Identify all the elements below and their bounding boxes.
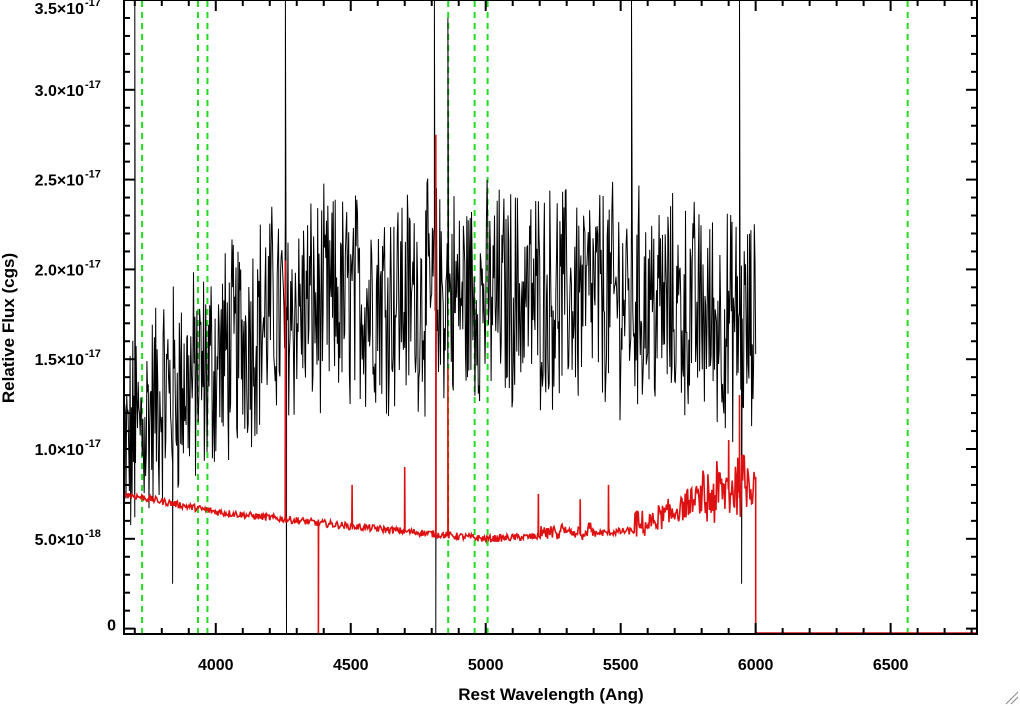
x-tick-label-6000: 6000 xyxy=(738,657,774,674)
series-0-line xyxy=(123,0,757,634)
y-tick-mantissa: 2.0×10 xyxy=(35,262,84,279)
y-tick-mantissa: 3.5×10 xyxy=(35,1,84,18)
y-tick-exponent: -17 xyxy=(85,438,101,450)
x-axis-ticks: 4000 4500 5000 5500 6000 6500 xyxy=(133,0,973,674)
y-tick-mantissa: 2.5×10 xyxy=(35,173,84,190)
resize-grip-icon[interactable] xyxy=(1005,691,1019,705)
x-tick-label-4000: 4000 xyxy=(198,657,234,674)
y-tick-mantissa: 1.0×10 xyxy=(35,442,84,459)
x-tick-label-5000: 5000 xyxy=(468,657,504,674)
y-tick-mantissa: 5.0×10 xyxy=(35,532,84,549)
y-tick-label-1.5: 1.5×10 -17 xyxy=(35,348,101,369)
y-tick-mantissa: 1.5×10 xyxy=(35,352,84,369)
y-axis-title: Relative Flux (cgs) xyxy=(0,253,18,403)
y-tick-exponent: -17 xyxy=(85,0,101,9)
y-tick-label-0: 0 xyxy=(107,618,116,635)
y-tick-label-1: 1.0×10 -17 xyxy=(35,438,101,459)
y-tick-label-2.5: 2.5×10 -17 xyxy=(35,169,101,190)
series-layer xyxy=(123,0,977,634)
y-tick-label-3: 3.0×10 -17 xyxy=(35,79,101,100)
y-axis-ticks: 05.0×10 -181.0×10 -171.5×10 -172.0×10 -172.5… xyxy=(35,0,977,635)
y-tick-exponent: -17 xyxy=(85,169,101,181)
y-tick-exponent: -17 xyxy=(85,348,101,360)
x-tick-label-5500: 5500 xyxy=(603,657,639,674)
y-tick-label-0.5: 5.0×10 -18 xyxy=(35,528,101,549)
y-tick-mantissa: 0 xyxy=(107,618,116,635)
y-tick-label-3.5: 3.5×10 -17 xyxy=(35,0,101,18)
y-tick-exponent: -18 xyxy=(85,528,101,540)
plot-frame xyxy=(123,0,978,635)
x-tick-label-4500: 4500 xyxy=(333,657,369,674)
y-tick-exponent: -17 xyxy=(85,79,101,91)
y-tick-exponent: -17 xyxy=(85,258,101,270)
y-tick-label-2: 2.0×10 -17 xyxy=(35,258,101,279)
x-tick-label-6500: 6500 xyxy=(873,657,909,674)
y-tick-mantissa: 3.0×10 xyxy=(35,83,84,100)
series-1-line xyxy=(123,134,977,634)
x-axis-title: Rest Wavelength (Ang) xyxy=(458,685,643,704)
